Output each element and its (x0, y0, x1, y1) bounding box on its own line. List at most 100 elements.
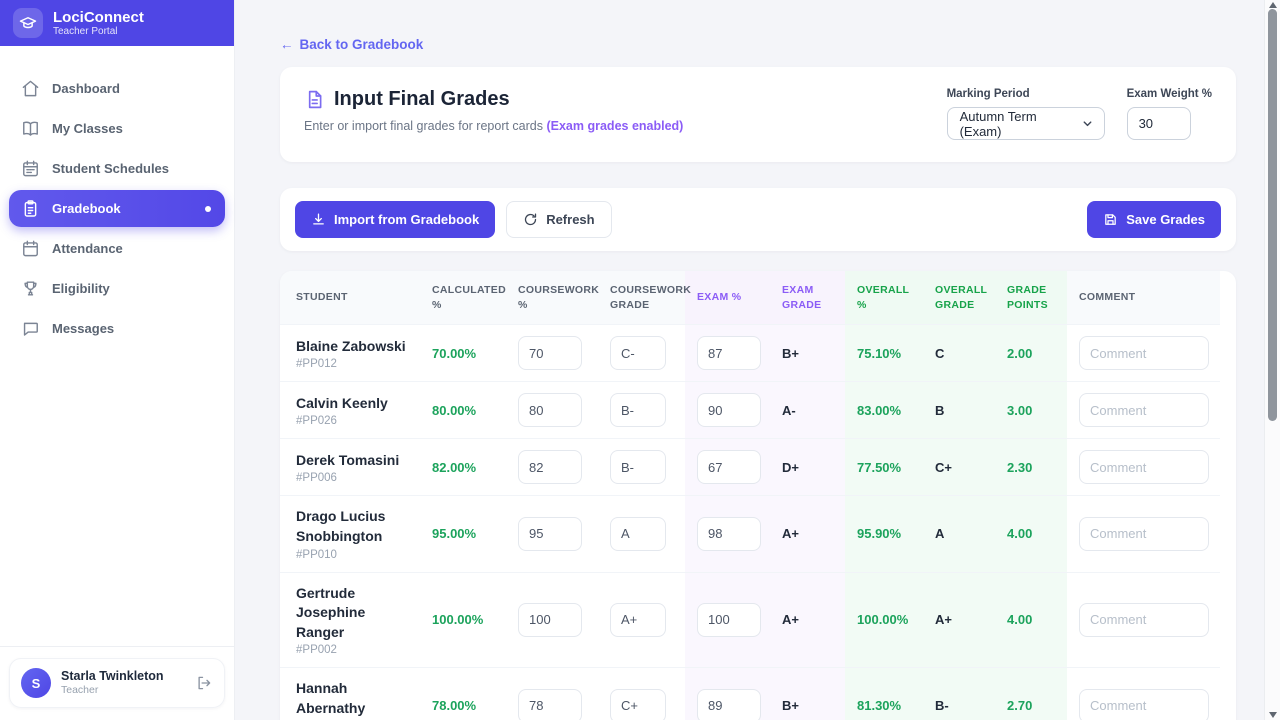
col-coursework-percent: COURSEWORK % (506, 271, 599, 325)
import-from-gradebook-button[interactable]: Import from Gradebook (295, 201, 496, 238)
student-id: #PP002 (296, 644, 337, 657)
toolbar: Import from Gradebook Refresh Save Grade… (280, 188, 1236, 251)
sidebar-item-my-classes[interactable]: My Classes (9, 110, 225, 147)
student-name: Gertrude Josephine Ranger (296, 584, 366, 640)
calculated-percent-value: 70.00% (420, 324, 506, 382)
student-name: Drago Lucius Snobbington (296, 508, 386, 544)
overall-percent-value: 81.30% (845, 667, 923, 720)
coursework-grade-input[interactable] (610, 602, 666, 637)
chevron-down-icon (1081, 117, 1094, 130)
chat-icon (21, 319, 40, 338)
sidebar-nav: Dashboard My Classes Student Schedules G… (0, 46, 234, 347)
exam-grade-value: A+ (770, 495, 845, 573)
sidebar-item-label: Gradebook (52, 201, 121, 216)
grade-points-value: 2.70 (995, 667, 1067, 720)
comment-input[interactable] (1079, 450, 1209, 485)
grade-points-value: 4.00 (995, 571, 1067, 668)
sidebar-item-messages[interactable]: Messages (9, 310, 225, 347)
table-row: Gertrude Josephine Ranger #PP002 100.00%… (280, 571, 1220, 668)
comment-input[interactable] (1079, 688, 1209, 720)
exam-grade-value: B+ (770, 667, 845, 720)
sidebar-item-eligibility[interactable]: Eligibility (9, 270, 225, 307)
student-id: #PP010 (296, 548, 337, 561)
coursework-grade-input[interactable] (610, 336, 666, 371)
comment-input[interactable] (1079, 516, 1209, 551)
sidebar-item-label: Dashboard (52, 81, 120, 96)
scrollbar-thumb[interactable] (1268, 9, 1277, 421)
refresh-button[interactable]: Refresh (506, 201, 612, 238)
active-dot (205, 205, 211, 212)
app-subtitle: Teacher Portal (53, 26, 118, 38)
coursework-percent-input[interactable] (518, 450, 582, 485)
page-subtitle: Enter or import final grades for report … (304, 119, 543, 133)
sidebar-item-attendance[interactable]: Attendance (9, 230, 225, 267)
coursework-percent-input[interactable] (518, 393, 582, 428)
grades-table: STUDENT CALCULATED % COURSEWORK % COURSE… (280, 271, 1220, 720)
student-name: Calvin Keenly (296, 394, 388, 411)
back-to-gradebook-link[interactable]: ← Back to Gradebook (280, 37, 424, 52)
calculated-percent-value: 82.00% (420, 438, 506, 496)
exam-weight-label: Exam Weight % (1126, 88, 1212, 100)
calculated-percent-value: 80.00% (420, 381, 506, 439)
app-name: LociConnect (53, 8, 144, 26)
sidebar-item-student-schedules[interactable]: Student Schedules (9, 150, 225, 187)
coursework-grade-input[interactable] (610, 393, 666, 428)
exam-percent-input[interactable] (697, 450, 761, 485)
table-header-row: STUDENT CALCULATED % COURSEWORK % COURSE… (280, 271, 1220, 325)
student-name: Hannah Abernathy (296, 680, 366, 716)
comment-input[interactable] (1079, 336, 1209, 371)
coursework-percent-input[interactable] (518, 688, 582, 720)
marking-period-select[interactable]: Autumn Term (Exam) (946, 107, 1105, 140)
home-icon (21, 79, 40, 98)
grade-points-value: 4.00 (995, 495, 1067, 573)
book-open-icon (21, 119, 40, 138)
col-overall-grade: OVERALL GRADE (923, 271, 995, 325)
exam-percent-input[interactable] (697, 688, 761, 720)
overall-percent-value: 83.00% (845, 381, 923, 439)
overall-percent-value: 75.10% (845, 324, 923, 382)
scrollbar[interactable] (1264, 0, 1280, 720)
coursework-grade-input[interactable] (610, 688, 666, 720)
exam-grade-value: B+ (770, 324, 845, 382)
graduation-cap-icon (13, 8, 43, 38)
brand-header: LociConnect Teacher Portal (0, 0, 234, 46)
coursework-percent-input[interactable] (518, 336, 582, 371)
exam-percent-input[interactable] (697, 336, 761, 371)
comment-input[interactable] (1079, 602, 1209, 637)
coursework-percent-input[interactable] (518, 516, 582, 551)
logout-icon[interactable] (195, 674, 213, 692)
col-exam-percent: EXAM % (685, 271, 770, 325)
save-grades-button[interactable]: Save Grades (1087, 201, 1221, 238)
marking-period-label: Marking Period (946, 88, 1030, 100)
sidebar-item-label: My Classes (52, 121, 123, 136)
table-row: Drago Lucius Snobbington #PP010 95.00% A… (280, 495, 1220, 573)
exam-percent-input[interactable] (697, 516, 761, 551)
coursework-grade-input[interactable] (610, 450, 666, 485)
overall-percent-value: 100.00% (845, 571, 923, 668)
scrollbar-down-arrow[interactable] (1269, 712, 1277, 718)
calculated-percent-value: 95.00% (420, 495, 506, 573)
exam-percent-input[interactable] (697, 602, 761, 637)
overall-percent-value: 77.50% (845, 438, 923, 496)
student-id: #PP006 (296, 472, 337, 485)
coursework-percent-input[interactable] (518, 602, 582, 637)
exam-grade-value: D+ (770, 438, 845, 496)
student-name: Blaine Zabowski (296, 337, 406, 354)
calendar-check-icon (21, 239, 40, 258)
exam-weight-input[interactable] (1126, 107, 1191, 140)
grade-points-value: 2.00 (995, 324, 1067, 382)
download-icon (311, 212, 326, 227)
clipboard-icon (21, 199, 40, 218)
sidebar-item-dashboard[interactable]: Dashboard (9, 70, 225, 107)
scrollbar-up-arrow[interactable] (1269, 2, 1277, 8)
overall-grade-value: B- (923, 667, 995, 720)
comment-input[interactable] (1079, 393, 1209, 428)
sidebar-item-gradebook[interactable]: Gradebook (9, 190, 225, 227)
coursework-grade-input[interactable] (610, 516, 666, 551)
exam-percent-input[interactable] (697, 393, 761, 428)
page-title: Input Final Grades (334, 88, 510, 110)
student-id: #PP026 (296, 415, 337, 428)
col-grade-points: GRADE POINTS (995, 271, 1067, 325)
sidebar-item-label: Eligibility (52, 281, 110, 296)
